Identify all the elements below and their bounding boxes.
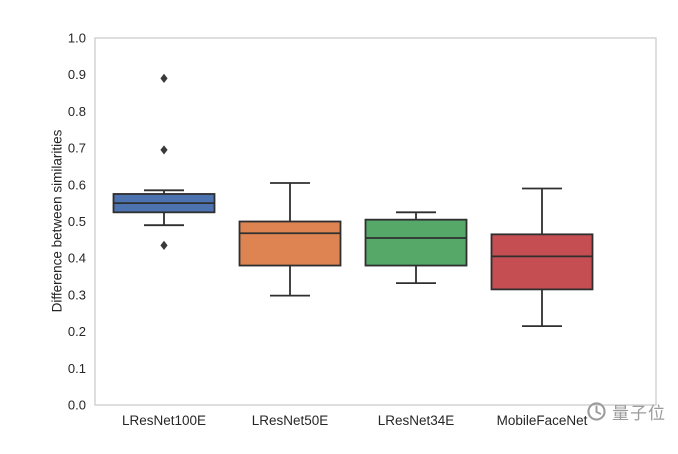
x-tick-label: LResNet50E [252, 413, 329, 428]
y-tick-label: 0.6 [68, 177, 86, 192]
y-tick-label: 0.2 [68, 324, 86, 339]
y-tick-label: 0.1 [68, 361, 86, 376]
x-tick-label: LResNet34E [378, 413, 455, 428]
watermark: 量子位 [586, 398, 666, 424]
y-axis-label: Difference between similarities [49, 129, 65, 313]
y-tick-label: 1.0 [68, 31, 86, 46]
y-tick-label: 0.4 [68, 251, 86, 266]
box-lresnet34e [364, 218, 468, 267]
y-tick-label: 0.5 [68, 214, 86, 229]
outlier-marker [160, 73, 168, 83]
outlier-marker [160, 240, 168, 250]
box-mobilefacenet [490, 233, 594, 291]
y-tick-label: 0.3 [68, 287, 86, 302]
y-tick-label: 0.0 [68, 398, 86, 413]
y-tick-label: 0.7 [68, 141, 86, 156]
watermark-logo-icon [587, 401, 606, 421]
y-tick-label: 0.8 [68, 104, 86, 119]
plot-border [94, 37, 657, 406]
watermark-text: 量子位 [612, 403, 666, 423]
box-lresnet50e [238, 220, 342, 267]
y-tick-label: 0.9 [68, 67, 86, 82]
outlier-marker [160, 145, 168, 155]
x-tick-label: LResNet100E [122, 413, 206, 428]
x-tick-label: MobileFaceNet [497, 413, 588, 428]
